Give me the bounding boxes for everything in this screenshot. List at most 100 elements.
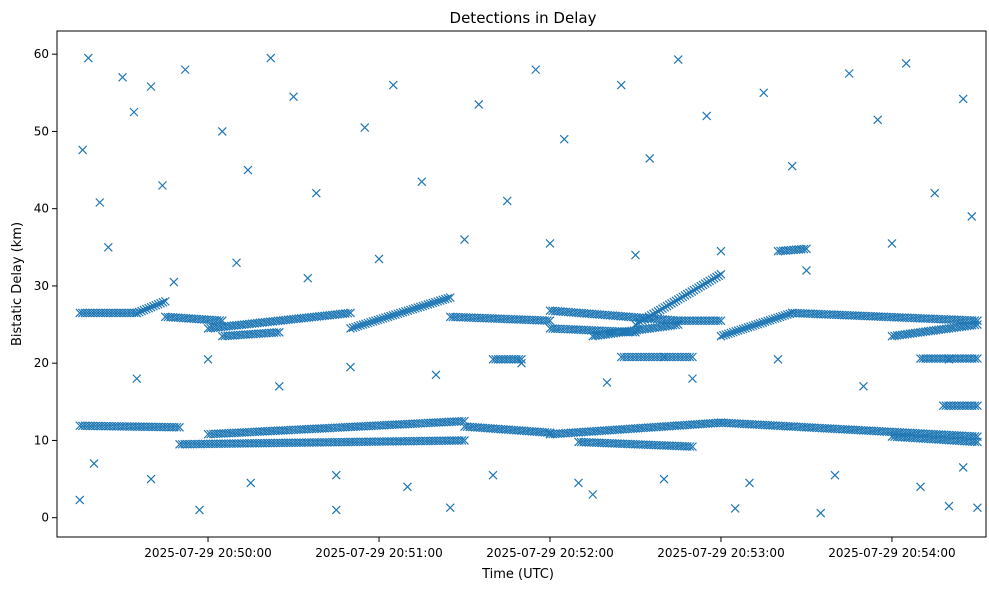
track-point <box>775 312 785 322</box>
scatter-point <box>901 59 911 68</box>
scatter-point <box>688 374 697 384</box>
track-point <box>676 293 685 303</box>
scatter-point <box>118 72 127 82</box>
scatter-point <box>195 505 204 515</box>
track-point <box>361 319 370 329</box>
scatter-point <box>673 55 683 65</box>
scatter-point <box>502 196 512 206</box>
scatter-point <box>659 474 669 484</box>
track-point <box>633 318 643 328</box>
track-point <box>728 327 738 337</box>
scatter-point <box>559 134 569 144</box>
track-point <box>671 320 681 330</box>
track-point <box>410 303 420 313</box>
scatter-point <box>243 165 253 175</box>
track-point <box>378 313 388 323</box>
track-point <box>680 291 690 300</box>
scatter-point <box>830 470 840 480</box>
track-point <box>418 301 428 311</box>
data-marks <box>75 53 982 518</box>
track-point <box>691 284 701 294</box>
y-tick-label: 30 <box>34 279 49 293</box>
plot-frame <box>56 30 987 538</box>
scatter-point <box>702 111 712 121</box>
scatter-point <box>331 470 341 480</box>
track-point <box>134 307 144 317</box>
track-point <box>780 310 790 320</box>
track-point <box>748 321 758 331</box>
scatter-point <box>574 478 583 488</box>
track-point <box>542 428 552 437</box>
track-point <box>768 314 777 324</box>
y-axis-label: Bistatic Delay (km) <box>10 222 25 346</box>
track-point <box>545 316 555 326</box>
y-axis: 0 10 20 30 40 50 60 <box>34 47 57 525</box>
track-point <box>716 331 726 341</box>
track-point <box>763 316 773 326</box>
track-point <box>736 325 746 335</box>
track-point <box>403 306 413 316</box>
track-point <box>514 354 524 364</box>
track-point <box>673 295 683 304</box>
track-point <box>687 287 697 296</box>
track-point <box>741 323 750 333</box>
track-point <box>653 306 663 316</box>
x-tick-label: 2025-07-29 20:53:00 <box>657 546 784 560</box>
track-point <box>646 310 656 320</box>
scatter-point <box>89 459 99 469</box>
track-point <box>770 314 780 323</box>
scatter-point <box>246 478 256 488</box>
scatter-point <box>602 378 612 387</box>
track-point <box>707 275 717 285</box>
track-point <box>445 293 455 302</box>
x-tick-label: 2025-07-29 20:54:00 <box>828 546 955 560</box>
track-point <box>664 300 674 310</box>
scatter-point <box>417 177 427 187</box>
track-point <box>132 308 142 318</box>
track-point <box>973 401 982 411</box>
track-point <box>156 298 165 308</box>
scatter-point <box>403 482 412 492</box>
scatter-point <box>474 99 484 109</box>
track-point <box>970 437 980 447</box>
scatter-point <box>346 362 355 372</box>
track-point <box>970 401 980 411</box>
track-point <box>765 315 775 325</box>
track-point <box>667 298 676 308</box>
x-tick-label: 2025-07-29 20:52:00 <box>486 546 613 560</box>
track-point <box>802 244 811 254</box>
scatter-point <box>730 503 740 513</box>
track-point <box>799 244 809 254</box>
track-point <box>381 313 390 323</box>
scatter-point <box>274 381 284 391</box>
scatter-point <box>916 482 925 492</box>
track-point <box>395 308 405 318</box>
track-point <box>545 428 555 438</box>
track-point <box>705 276 715 286</box>
track-point <box>970 354 980 363</box>
scatter-point <box>158 181 167 190</box>
scatter-point <box>773 354 783 364</box>
scatter-point <box>289 92 298 102</box>
track-point <box>719 330 728 340</box>
track-point <box>973 437 982 447</box>
scatter-point <box>388 80 398 90</box>
track-point <box>637 316 647 326</box>
track-point <box>408 304 418 314</box>
track-point <box>398 307 408 317</box>
track-point <box>782 310 792 319</box>
track-point <box>738 324 748 334</box>
scatter-point <box>217 127 227 136</box>
track-point <box>151 300 161 310</box>
track-point <box>435 296 445 306</box>
track-point <box>649 309 658 319</box>
track-point <box>438 295 448 305</box>
scatter-point <box>78 145 88 155</box>
scatter-point <box>180 65 190 75</box>
scatter-point <box>169 277 179 287</box>
scatter-point <box>374 254 384 264</box>
track-point <box>425 299 435 309</box>
track-point <box>457 436 467 445</box>
scatter-point <box>844 69 854 78</box>
